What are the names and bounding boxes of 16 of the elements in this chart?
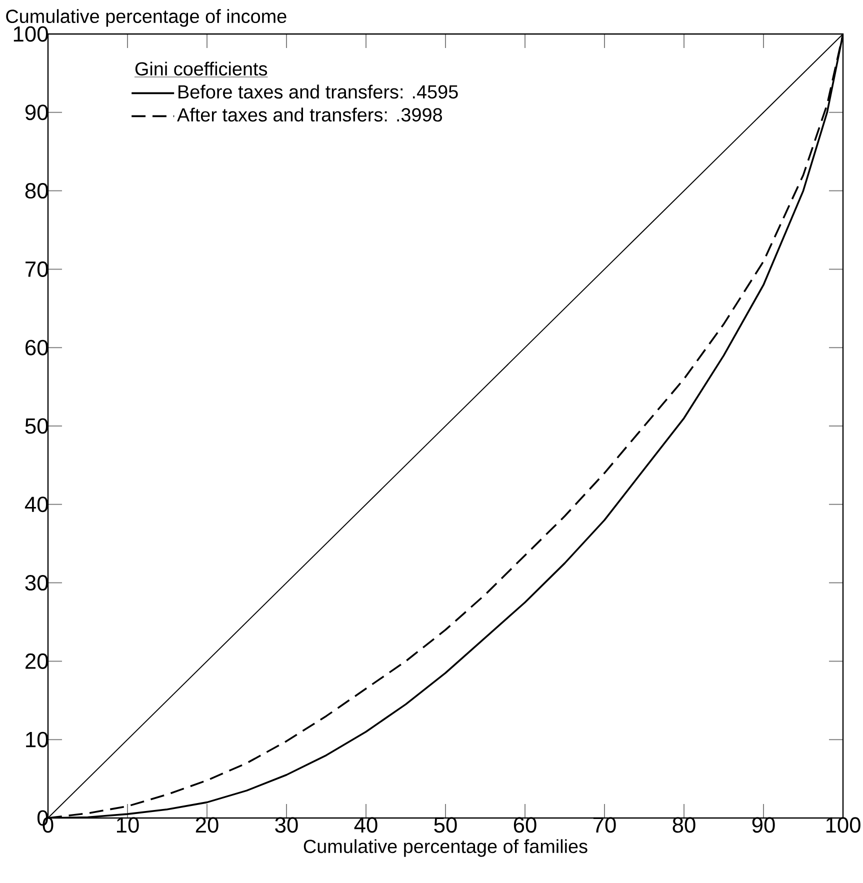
y-tick-label: 40: [24, 496, 48, 512]
legend-label: After taxes and transfers: .3998: [177, 108, 442, 122]
y-tick-label: 20: [26, 653, 48, 669]
legend-label: Before taxes and transfers: .4595: [178, 84, 458, 99]
y-tick-label: 100: [14, 26, 48, 42]
y-tick-label: 10: [26, 732, 48, 748]
legend-title: Gini coefficients: [135, 62, 268, 76]
y-tick-label: 70: [26, 261, 48, 277]
y-tick-label: 90: [25, 104, 48, 120]
y-axis-title: Cumulative percentage of income: [6, 9, 286, 27]
y-tick-label: 50: [25, 418, 48, 434]
x-tick-label: 100: [826, 817, 860, 833]
y-tick-label: 60: [26, 340, 48, 356]
x-axis-title: Cumulative percentage of families: [304, 839, 588, 857]
y-tick-label: 80: [25, 183, 48, 199]
y-tick-label: 30: [25, 575, 48, 591]
